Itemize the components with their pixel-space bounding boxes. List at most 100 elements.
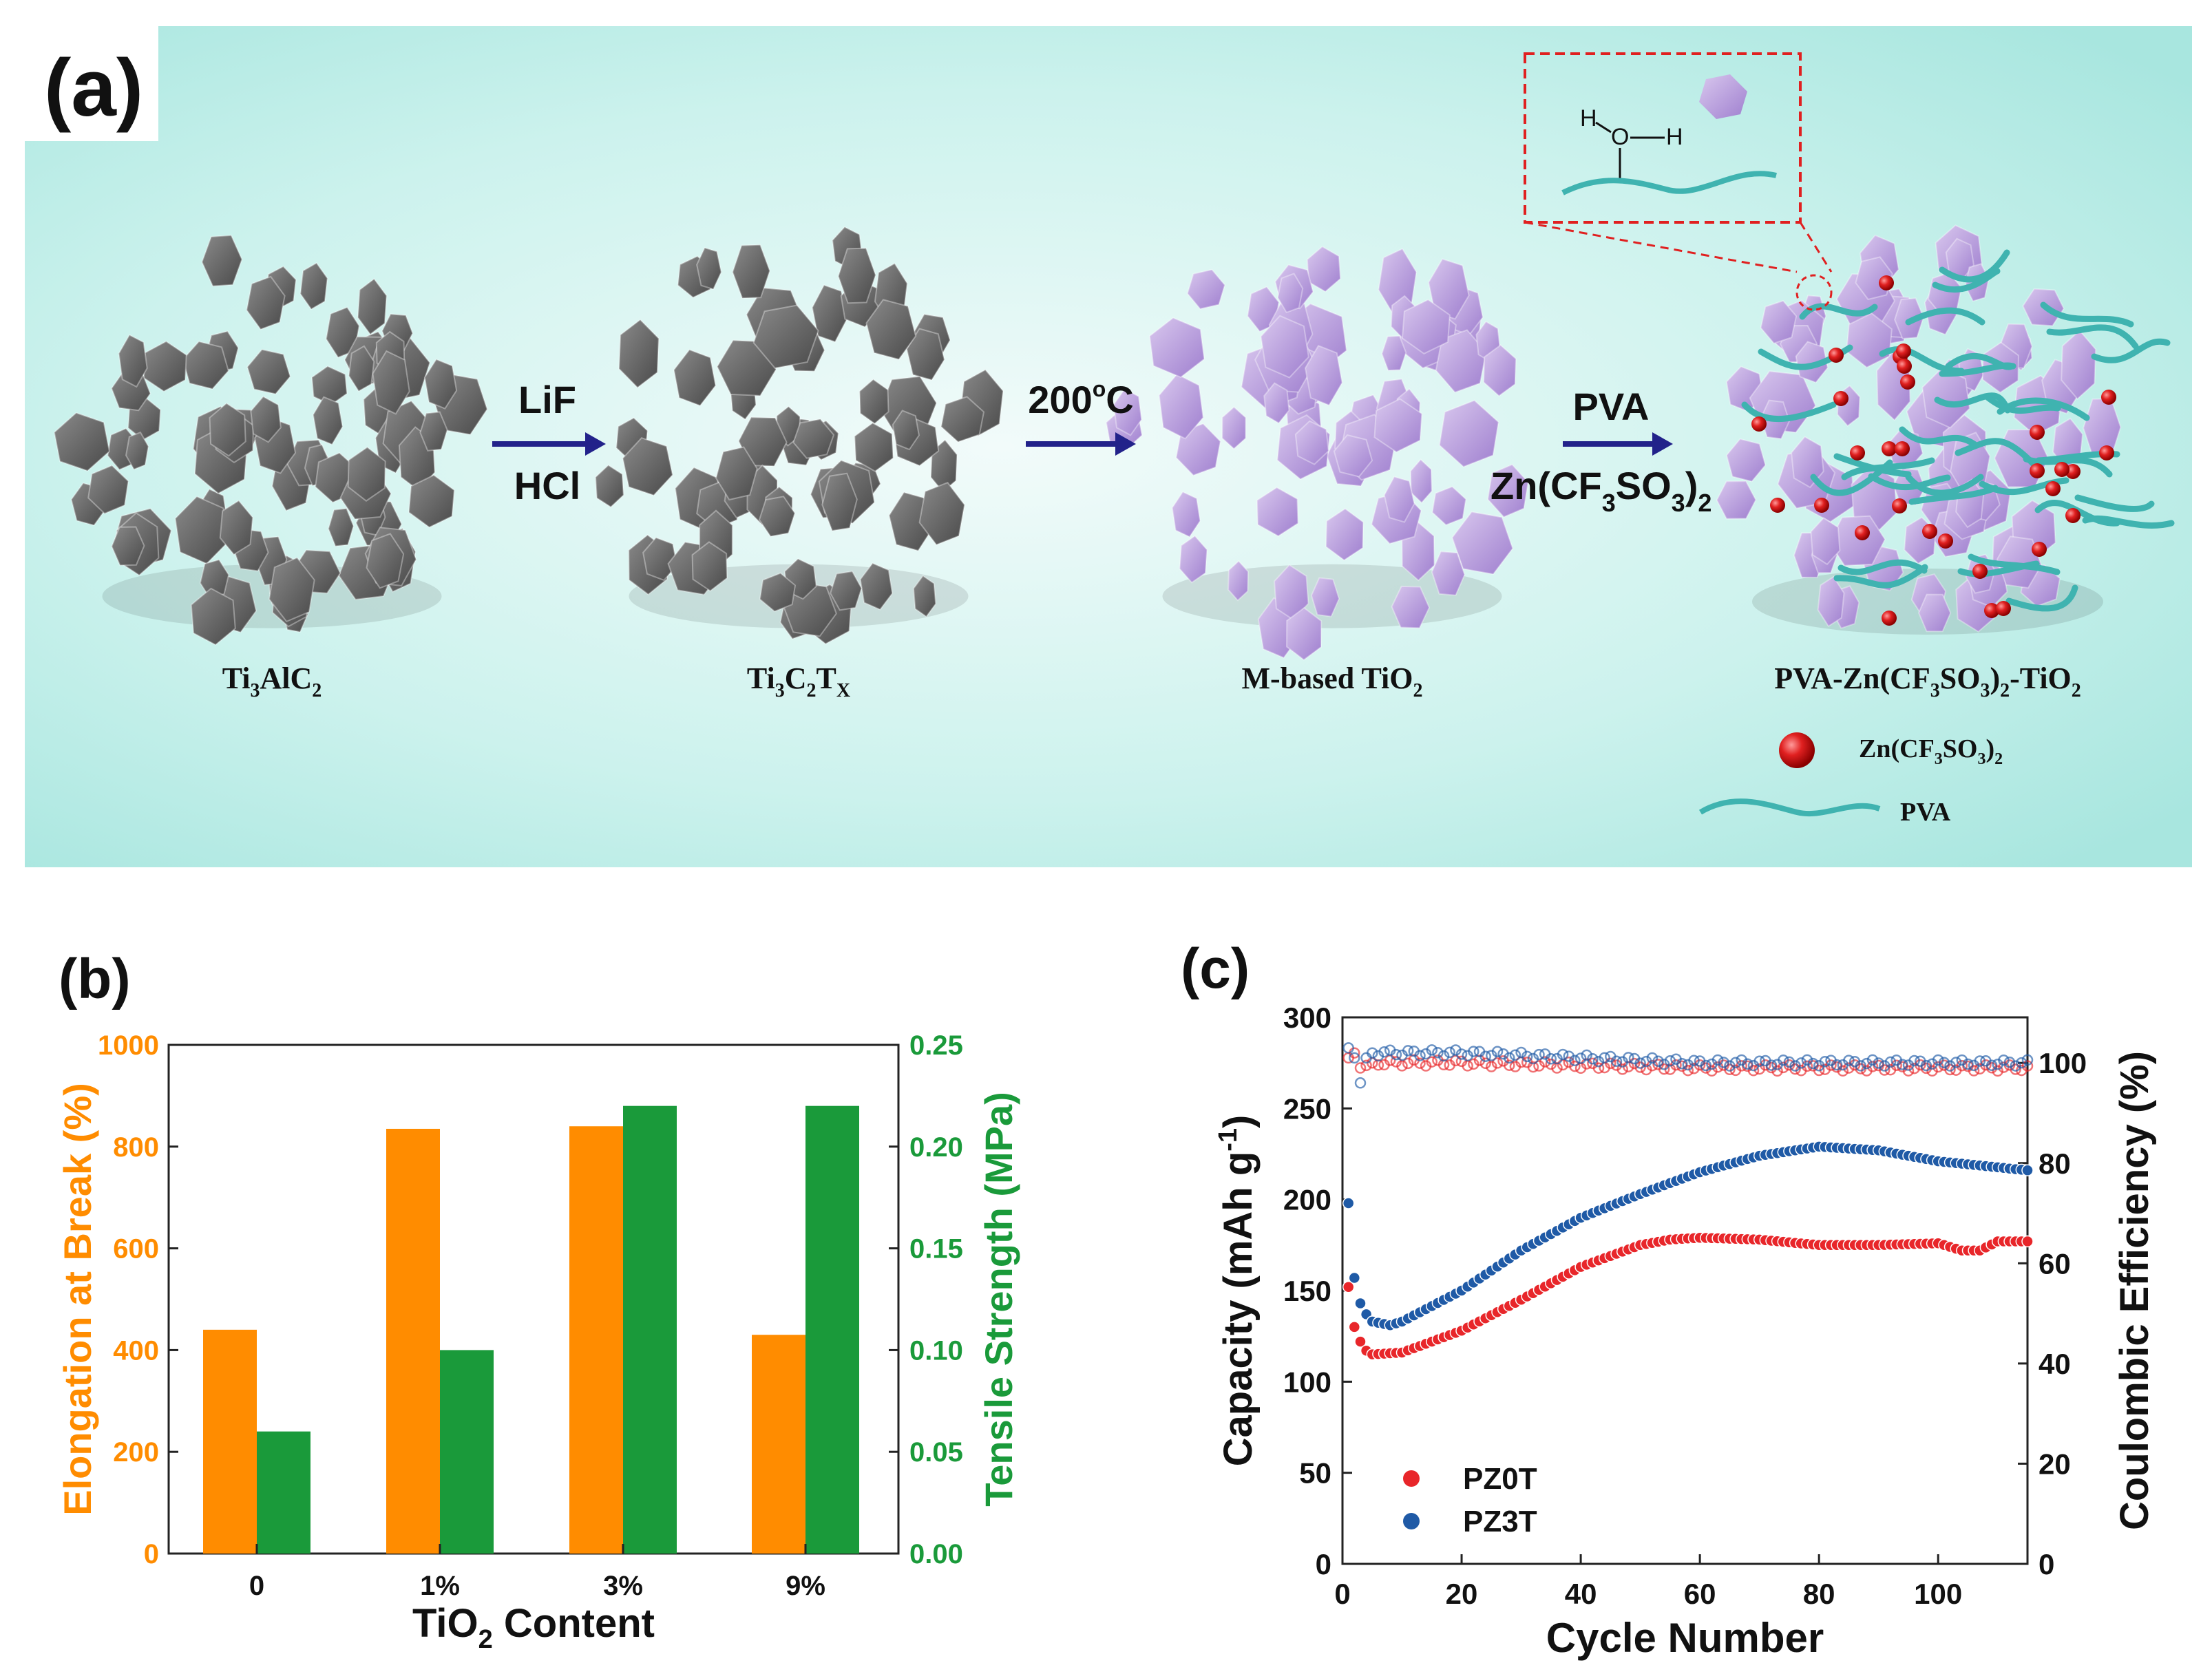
y-right-tick-label: 0.15 xyxy=(909,1234,963,1264)
ce-point-pz3t xyxy=(2016,1057,2027,1069)
ce-point-pz3t xyxy=(1504,1052,1515,1064)
ce-point-pz3t xyxy=(1873,1057,1884,1069)
y-right-tick-label: 0 xyxy=(2039,1548,2054,1580)
zn-salt-ball xyxy=(1895,441,1910,456)
flake xyxy=(419,411,448,452)
ce-point-pz3t xyxy=(1455,1048,1468,1060)
ce-point-pz3t xyxy=(1944,1060,1956,1072)
flake xyxy=(423,358,458,410)
zn-salt-ball xyxy=(2030,425,2045,440)
pva-chain xyxy=(1868,473,1951,491)
ce-point-pz3t xyxy=(1897,1059,1908,1070)
ce-point-pz0t xyxy=(1902,1065,1915,1077)
flake xyxy=(328,507,355,547)
plot-frame xyxy=(1341,1016,2029,1565)
ce-point-pz3t xyxy=(1908,1055,1920,1067)
ce-point-pz0t xyxy=(1569,1060,1581,1072)
flake xyxy=(125,431,149,471)
ce-point-pz3t xyxy=(1962,1058,1974,1070)
flake xyxy=(1373,398,1423,453)
ce-point-pz3t xyxy=(1426,1044,1438,1056)
ce-point-pz3t xyxy=(1444,1046,1455,1059)
zn-salt-ball xyxy=(1897,359,1912,374)
flake xyxy=(1716,480,1757,520)
flake xyxy=(246,348,291,395)
y-right-tick-label: 0.05 xyxy=(909,1437,963,1468)
inset-hbond: H O H xyxy=(1524,52,1833,311)
flake xyxy=(190,587,236,646)
ce-point-pz0t xyxy=(1908,1062,1920,1074)
ce-point-pz0t xyxy=(1813,1064,1825,1077)
x-tick-label: 0 xyxy=(249,1571,264,1601)
flake xyxy=(1179,535,1208,584)
flake xyxy=(1760,299,1798,344)
ce-point-pz0t xyxy=(1504,1059,1515,1071)
zn-salt-ball xyxy=(1879,275,1894,290)
ce-point-pz3t xyxy=(1468,1046,1479,1057)
flake xyxy=(1260,315,1309,379)
ce-point-pz3t xyxy=(1491,1046,1504,1058)
bar-elongation xyxy=(752,1335,805,1554)
pva-chain xyxy=(2074,494,2155,512)
flake xyxy=(792,418,835,459)
ce-point-pz3t xyxy=(1807,1057,1819,1070)
x-tick-label: 20 xyxy=(1446,1578,1478,1610)
ce-point-pz0t xyxy=(1479,1057,1491,1070)
ce-point-pz3t xyxy=(1974,1055,1986,1067)
pva-chain xyxy=(1968,553,2061,575)
pva-chain xyxy=(1899,426,1979,449)
flake xyxy=(732,244,771,299)
ce-point-pz3t xyxy=(1349,1052,1360,1064)
flake xyxy=(830,571,863,611)
ce-point-pz0t xyxy=(1527,1061,1539,1073)
flake xyxy=(1381,335,1407,372)
ce-point-pz0t xyxy=(2010,1063,2021,1075)
y-left-tick-label: 1000 xyxy=(98,1030,159,1061)
x-tick-label: 40 xyxy=(1565,1578,1597,1610)
flake xyxy=(595,464,624,508)
ce-point-pz3t xyxy=(1753,1055,1765,1067)
flake xyxy=(837,247,876,304)
ce-point-pz3t xyxy=(1521,1050,1533,1063)
ce-point-pz3t xyxy=(1866,1054,1879,1066)
zn-salt-ball xyxy=(1996,601,2011,616)
flake xyxy=(1171,491,1201,538)
bar-elongation xyxy=(569,1126,623,1554)
ce-point-pz3t xyxy=(1437,1050,1450,1062)
y-left-tick-label: 250 xyxy=(1283,1092,1331,1125)
pva-chain xyxy=(1985,394,2061,414)
zn-salt-ball xyxy=(2032,542,2047,557)
flake xyxy=(1276,273,1304,314)
flake xyxy=(737,416,788,467)
flake xyxy=(250,395,282,443)
flake xyxy=(696,246,722,290)
flake xyxy=(1221,406,1247,450)
y-left-axis-label: Capacity (mAh g-1) xyxy=(1214,1115,1261,1467)
ce-point-pz3t xyxy=(1711,1054,1724,1066)
ce-point-pz3t xyxy=(1581,1049,1592,1061)
ce-point-pz3t xyxy=(1342,1042,1354,1054)
ce-point-pz3t xyxy=(1950,1057,1962,1068)
ce-point-pz3t xyxy=(1861,1057,1873,1070)
flake xyxy=(758,496,796,538)
flake xyxy=(357,277,388,336)
flake xyxy=(1487,463,1529,518)
ce-point-pz3t xyxy=(1574,1052,1587,1064)
pva-chain xyxy=(2046,324,2139,350)
flake xyxy=(366,533,405,589)
zn-salt-ball xyxy=(2101,390,2116,405)
ce-point-pz0t xyxy=(1890,1059,1902,1072)
flake xyxy=(918,481,966,546)
capacity-point-pz0t xyxy=(1354,1335,1367,1348)
flake xyxy=(859,379,889,425)
flake xyxy=(53,412,110,472)
y-left-tick-label: 0 xyxy=(1316,1548,1331,1580)
bar-tensile xyxy=(623,1105,677,1554)
y-left-axis-label: Elongation at Break (%) xyxy=(56,1083,99,1516)
flake xyxy=(759,572,797,613)
flake xyxy=(1431,551,1466,596)
y-left-tick-label: 50 xyxy=(1299,1457,1331,1490)
flake xyxy=(1273,564,1309,621)
bar-elongation xyxy=(386,1128,440,1554)
